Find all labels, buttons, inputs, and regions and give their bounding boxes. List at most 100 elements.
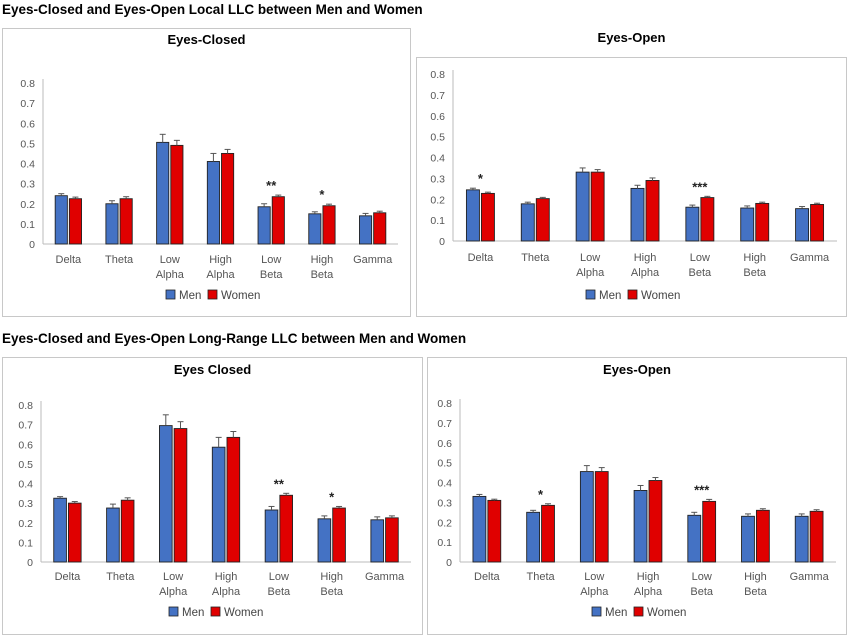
significance-marker: *: [538, 487, 544, 502]
y-tick-label: 0.8: [20, 78, 35, 90]
bar-men: [465, 189, 480, 242]
significance-marker: **: [274, 476, 285, 491]
bar-men: [795, 208, 810, 242]
legend-label-men: Men: [599, 290, 621, 302]
y-tick-label: 0.1: [20, 219, 35, 231]
y-tick-label: 0.2: [18, 518, 33, 530]
bar-men: [159, 425, 173, 563]
x-category-label: Delta: [474, 571, 501, 583]
bar-men: [579, 471, 594, 563]
chart-long-eyes-closed: Eyes Closed 0 0.1 0.2 0.3 0.4 0.5 0.6 0.7 0.8 Delt…: [18, 362, 411, 619]
bar-men: [156, 141, 170, 245]
bar-women: [480, 192, 495, 242]
bar-women: [594, 471, 609, 563]
chart-panel-long-eyes-closed: Eyes Closed 0 0.1 0.2 0.3 0.4 0.5 0.6 0.7 0.8 Delt…: [2, 357, 423, 635]
legend-swatch-women: [627, 289, 638, 300]
x-category-label: Low Alpha: [156, 254, 185, 281]
y-tick-label: 0.2: [20, 199, 35, 211]
significance-marker: *: [478, 171, 484, 186]
x-category-label: Low Beta: [268, 571, 292, 598]
significance-marker: ***: [692, 179, 708, 194]
legend-swatch-men: [591, 606, 602, 617]
bar-women: [541, 504, 555, 563]
bar-men: [264, 509, 279, 563]
legend-swatch-women: [210, 606, 221, 617]
legend-label-women: Women: [221, 290, 260, 302]
x-category-label: Low Alpha: [576, 252, 605, 279]
x-category-label: Low Alpha: [580, 571, 609, 598]
bar-women: [810, 204, 825, 242]
bar-women: [648, 480, 663, 563]
y-tick-label: 0.2: [437, 517, 452, 529]
bar-women: [535, 198, 550, 242]
y-tick-label: 0.6: [18, 439, 33, 451]
y-tick-label: 0: [439, 236, 445, 248]
bar-men: [54, 195, 68, 245]
y-tick-label: 0.7: [430, 90, 445, 102]
x-category-label: High Beta: [311, 254, 335, 281]
y-tick-label: 0.1: [430, 215, 445, 227]
bar-men: [740, 207, 755, 242]
bar-men: [794, 515, 809, 563]
bar-women: [700, 197, 715, 242]
chart-panel-local-eyes-open: 0 0.1 0.2 0.3 0.4 0.5 0.6 0.7 0.8 Delta * Theta Low A…: [416, 30, 847, 317]
x-category-label: High Beta: [743, 252, 767, 279]
y-tick-label: 0.6: [20, 118, 35, 130]
bar-men: [106, 507, 120, 563]
y-tick-label: 0: [446, 557, 452, 569]
bar-women: [385, 517, 399, 563]
bar-men: [105, 203, 119, 245]
bar-women: [702, 500, 717, 563]
bar-men: [211, 446, 226, 563]
bar-men: [317, 518, 332, 563]
bar-women: [322, 205, 336, 245]
bar-women: [645, 180, 660, 242]
bar-women: [170, 144, 184, 245]
y-tick-label: 0.3: [18, 498, 33, 510]
bar-men: [53, 497, 67, 563]
x-category-label: Low Beta: [690, 571, 714, 598]
bar-men: [741, 515, 755, 563]
bar-women: [271, 196, 285, 245]
bar-men: [526, 511, 541, 563]
bar-women: [590, 171, 605, 242]
x-category-label: High Beta: [320, 571, 344, 598]
x-category-label: Theta: [106, 571, 135, 583]
y-tick-label: 0.6: [430, 111, 445, 123]
bar-women: [487, 499, 502, 563]
x-category-label: High Alpha: [631, 252, 660, 279]
x-category-label: Delta: [56, 254, 83, 266]
chart-title: Eyes-Closed: [167, 32, 245, 47]
y-tick-label: 0.4: [18, 479, 33, 491]
y-tick-label: 0.8: [430, 69, 445, 81]
bar-women: [279, 494, 293, 563]
significance-marker: *: [329, 489, 335, 504]
x-category-label: Theta: [527, 571, 556, 583]
bar-men: [257, 206, 271, 245]
legend-label-men: Men: [179, 290, 201, 302]
bar-men: [685, 206, 700, 242]
legend-label-women: Women: [641, 290, 680, 302]
bar-men: [359, 215, 373, 245]
y-tick-label: 0.5: [18, 459, 33, 471]
bar-women: [809, 510, 824, 563]
chart-title: Eyes-Open: [603, 362, 671, 377]
legend-swatch-men: [165, 289, 176, 300]
bar-women: [755, 509, 770, 563]
x-category-label: Delta: [468, 252, 495, 264]
y-tick-label: 0: [27, 557, 33, 569]
bar-women: [173, 428, 188, 563]
x-category-label: Gamma: [365, 571, 405, 583]
bar-women: [119, 198, 133, 245]
legend-swatch-women: [207, 289, 218, 300]
legend-label-women: Women: [224, 607, 263, 619]
chart-panel-local-eyes-closed: Eyes-Closed 0 0.1 0.2 0.3 0.4 0.5 0.6 0.7 0.8 Delt…: [2, 28, 411, 317]
y-tick-label: 0: [29, 239, 35, 251]
y-tick-label: 0.5: [437, 458, 452, 470]
x-category-label: Theta: [521, 252, 550, 264]
x-category-label: Low Alpha: [159, 571, 188, 598]
legend-label-men: Men: [182, 607, 204, 619]
chart-local-eyes-open: 0 0.1 0.2 0.3 0.4 0.5 0.6 0.7 0.8 Delta * Theta Low A…: [430, 69, 837, 302]
chart-panel-long-eyes-open: Eyes-Open 0 0.1 0.2 0.3 0.4 0.5 0.6 0.7 0.8 Delta T…: [427, 357, 847, 635]
x-category-label: Low Beta: [260, 254, 284, 281]
